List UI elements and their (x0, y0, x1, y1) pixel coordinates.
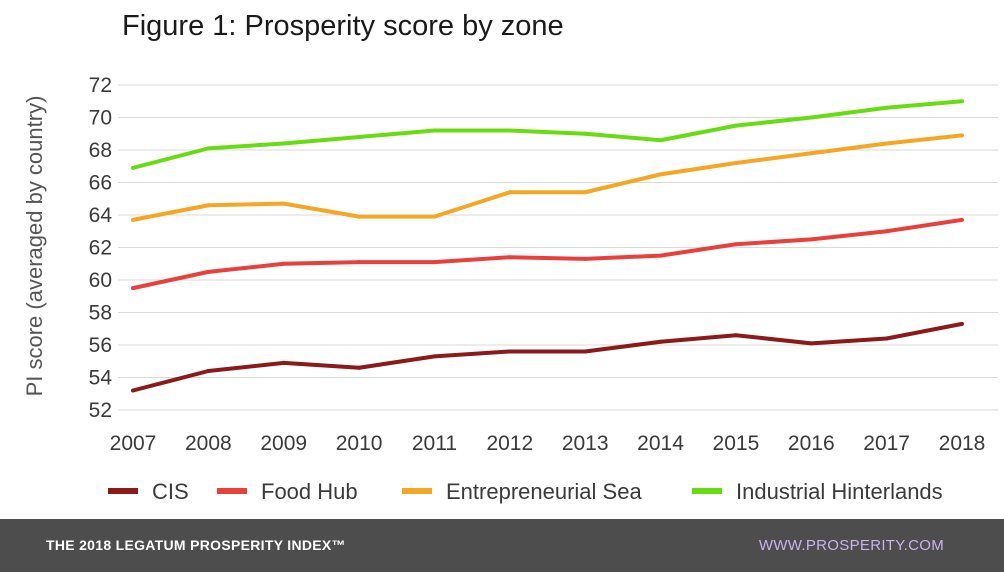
data-point (281, 261, 286, 266)
data-point (960, 99, 964, 104)
data-point (131, 165, 135, 170)
data-point (583, 190, 588, 195)
y-tick-label: 70 (89, 107, 112, 130)
legend-label: Food Hub (261, 479, 358, 504)
data-point (206, 146, 211, 151)
legend-label: CIS (152, 479, 189, 504)
data-point (809, 151, 814, 156)
y-tick-label: 62 (89, 237, 112, 260)
data-point (357, 214, 362, 219)
y-tick-label: 56 (89, 334, 112, 357)
data-point (884, 336, 889, 341)
series-lines (131, 99, 964, 393)
data-point (432, 214, 437, 219)
data-point (432, 260, 437, 265)
y-tick-label: 68 (89, 139, 112, 162)
data-point (206, 203, 211, 208)
x-tick-label: 2013 (562, 432, 609, 455)
y-tick-label: 54 (89, 367, 113, 390)
data-point (357, 260, 362, 265)
x-tick-label: 2017 (863, 432, 910, 455)
x-tick-label: 2018 (939, 432, 986, 455)
data-point (658, 339, 663, 344)
data-point (884, 105, 889, 110)
y-tick-label: 58 (89, 302, 112, 325)
x-axis-ticks: 2007 2008 2009 2010 2011 2012 2013 2014 2015 2016… (110, 432, 986, 455)
data-point (281, 201, 286, 206)
data-point (583, 256, 588, 261)
data-point (733, 123, 738, 128)
data-point (733, 161, 738, 165)
legend-label: Industrial Hinterlands (736, 479, 943, 504)
data-point (507, 349, 512, 354)
data-point (131, 217, 135, 222)
x-tick-label: 2011 (412, 432, 457, 455)
y-tick-label: 66 (89, 172, 112, 195)
data-point (809, 237, 814, 242)
x-tick-label: 2014 (637, 432, 684, 455)
x-tick-label: 2016 (788, 432, 835, 455)
data-point (507, 255, 512, 260)
data-point (809, 115, 814, 120)
data-point (131, 388, 135, 393)
x-tick-label: 2007 (110, 432, 157, 455)
gridlines (118, 84, 998, 411)
legend: CIS Food Hub Entrepreneurial Sea Industrial… (108, 479, 943, 504)
data-point (281, 141, 286, 146)
data-point (658, 253, 663, 258)
data-point (206, 369, 211, 373)
data-point (507, 128, 512, 133)
chart-title: Figure 1: Prosperity score by zone (122, 10, 564, 42)
data-point (960, 133, 964, 138)
data-point (884, 229, 889, 234)
data-point (507, 190, 512, 195)
data-point (583, 349, 588, 354)
series-line-food-hub (132, 217, 963, 291)
y-axis-title: PI score (averaged by country) (22, 96, 47, 397)
x-tick-label: 2010 (336, 432, 383, 455)
y-tick-label: 72 (89, 74, 112, 97)
data-point (281, 360, 286, 365)
data-point (583, 131, 588, 136)
legend-label: Entrepreneurial Sea (446, 479, 642, 504)
x-tick-label: 2009 (260, 432, 307, 455)
series-line-entrepreneurial-sea (132, 133, 963, 222)
series-line-cis (132, 321, 963, 393)
data-point (809, 341, 814, 346)
data-point (206, 269, 211, 274)
data-point (960, 217, 964, 222)
data-point (432, 128, 437, 133)
data-point (357, 365, 362, 370)
y-axis-ticks: 52 54 56 58 60 62 64 66 68 70 72 (89, 74, 113, 422)
data-point (960, 321, 964, 326)
footer-bar: THE 2018 LEGATUM PROSPERITY INDEX™ WWW.P… (0, 519, 1004, 572)
data-point (884, 141, 889, 146)
data-point (733, 333, 738, 338)
x-tick-label: 2008 (185, 432, 232, 455)
data-point (733, 242, 738, 247)
data-point (432, 354, 437, 359)
series-line-industrial-hinterlands (132, 99, 963, 170)
y-tick-label: 60 (89, 269, 112, 292)
x-tick-label: 2012 (486, 432, 533, 455)
footer-website-link[interactable]: WWW.PROSPERITY.COM (758, 537, 944, 554)
y-tick-label: 64 (89, 204, 113, 227)
footer-publication: THE 2018 LEGATUM PROSPERITY INDEX™ (46, 537, 346, 553)
x-tick-label: 2015 (713, 432, 760, 455)
data-point (658, 138, 663, 143)
data-point (357, 135, 362, 139)
y-tick-label: 52 (89, 399, 112, 422)
data-point (131, 286, 135, 291)
data-point (658, 172, 663, 177)
